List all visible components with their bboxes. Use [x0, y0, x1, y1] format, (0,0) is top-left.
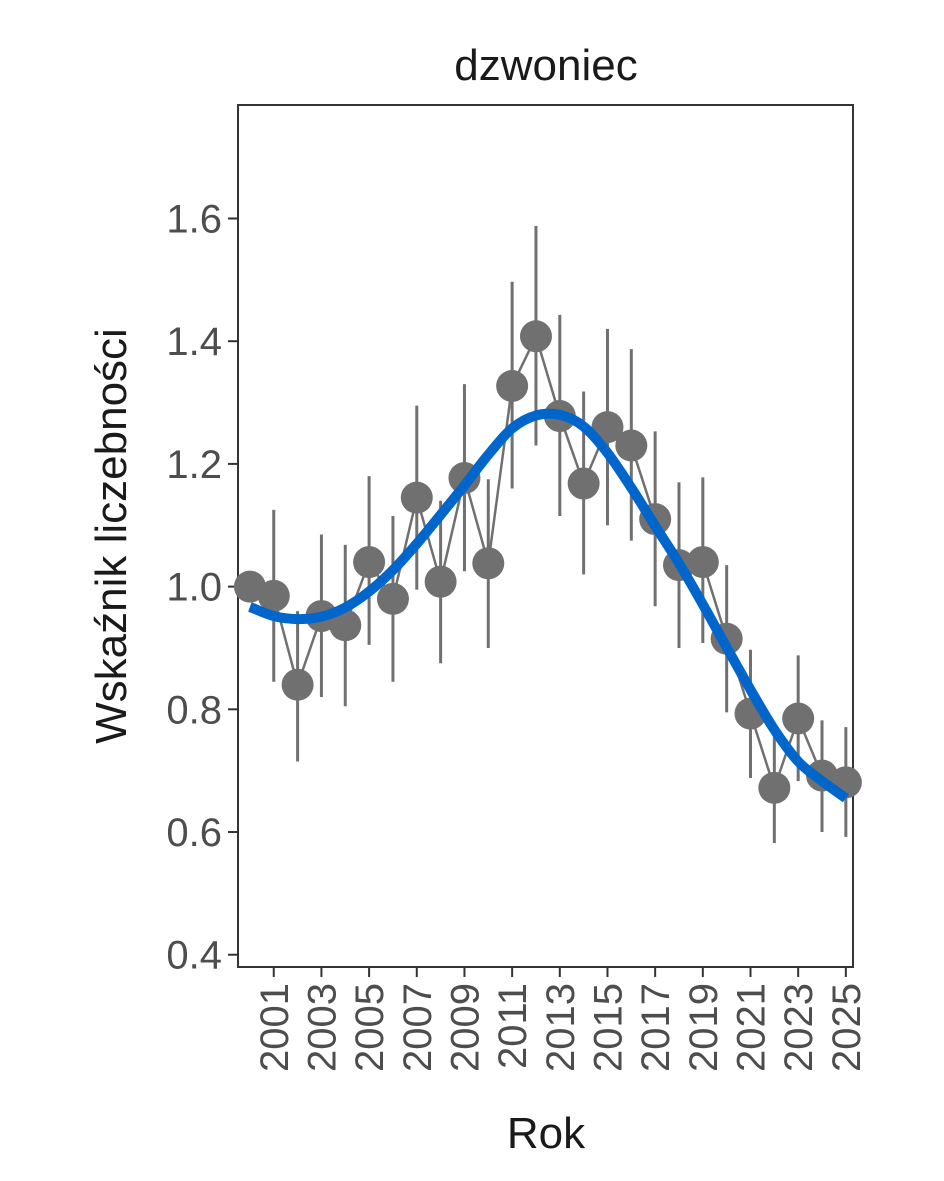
data-point — [281, 668, 314, 701]
y-tick-label: 0.6 — [166, 811, 222, 855]
x-tick-label: 2007 — [396, 983, 440, 1072]
data-point — [782, 702, 815, 735]
x-tick-label: 2023 — [777, 983, 821, 1072]
data-point — [257, 579, 290, 612]
data-points — [233, 320, 862, 804]
x-tick-label: 2013 — [539, 983, 583, 1072]
data-point — [567, 467, 600, 500]
x-tick-label: 2011 — [491, 983, 535, 1069]
x-tick-label: 2001 — [253, 983, 297, 1072]
data-point — [519, 320, 552, 353]
data-point — [591, 411, 624, 444]
x-tick-label: 2025 — [825, 983, 869, 1072]
error-bars — [272, 225, 848, 844]
data-point — [472, 547, 505, 580]
x-tick-label: 2015 — [586, 983, 630, 1072]
x-tick-label: 2005 — [348, 983, 392, 1072]
data-point — [353, 546, 386, 579]
x-tick-label: 2019 — [682, 983, 726, 1072]
x-tick-label: 2017 — [634, 983, 678, 1072]
x-tick-label: 2021 — [730, 983, 774, 1072]
y-axis-title: Wskaźnik liczebności — [87, 328, 136, 744]
y-tick-label: 0.8 — [166, 688, 222, 732]
x-tick-label: 2003 — [300, 983, 344, 1072]
data-point — [329, 609, 362, 642]
y-tick-label: 1.4 — [166, 320, 222, 364]
data-point — [686, 546, 719, 579]
data-point — [400, 481, 433, 514]
trend-series — [248, 408, 849, 803]
data-point — [496, 369, 529, 402]
trend-line — [248, 408, 849, 803]
data-point — [424, 565, 457, 598]
plot-panel-border — [237, 104, 854, 968]
x-axis: 2001 2003 2005 2007 2009 2011 2013 2015 2017 2019… — [253, 967, 869, 1072]
y-tick-label: 0.4 — [166, 934, 222, 978]
data-point — [615, 429, 648, 462]
chart-title: dzwoniec — [454, 41, 637, 90]
y-tick-label: 1.6 — [166, 198, 222, 242]
x-tick-label: 2009 — [443, 983, 487, 1072]
y-axis: 0.4 0.6 0.8 1.0 1.2 1.4 1.6 — [166, 198, 238, 978]
y-tick-label: 1.0 — [166, 566, 222, 610]
x-axis-title: Rok — [507, 1109, 586, 1158]
y-tick-label: 1.2 — [166, 443, 222, 487]
data-point — [758, 771, 791, 804]
data-point — [376, 582, 409, 615]
